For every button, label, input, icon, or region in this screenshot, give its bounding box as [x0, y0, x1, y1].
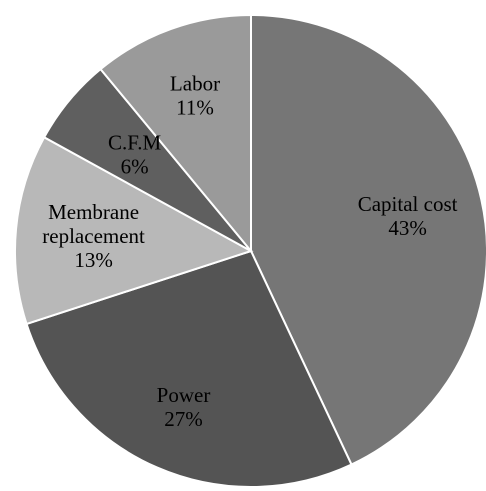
slice-category-label: Capital cost — [358, 192, 458, 216]
slice-label-c-f-m: C.F.M6% — [108, 131, 162, 179]
pie-slice-membrane-replacement — [14, 135, 254, 326]
pie-slice-power — [25, 249, 353, 488]
slice-category-label: Labor — [170, 72, 220, 96]
slice-value-label: 6% — [121, 155, 149, 179]
slice-value-label: 13% — [74, 248, 113, 272]
slice-category-label: C.F.M — [108, 131, 162, 155]
slice-category-label: replacement — [42, 224, 145, 248]
slice-category-label: Power — [157, 383, 211, 407]
pie-slice-capital-cost — [250, 13, 486, 466]
slice-value-label: 27% — [164, 407, 203, 431]
slice-value-label: 43% — [388, 216, 427, 240]
pie-slice-labor — [99, 13, 252, 254]
slice-value-label: 11% — [176, 96, 214, 120]
slice-category-label: Membrane — [48, 200, 139, 224]
